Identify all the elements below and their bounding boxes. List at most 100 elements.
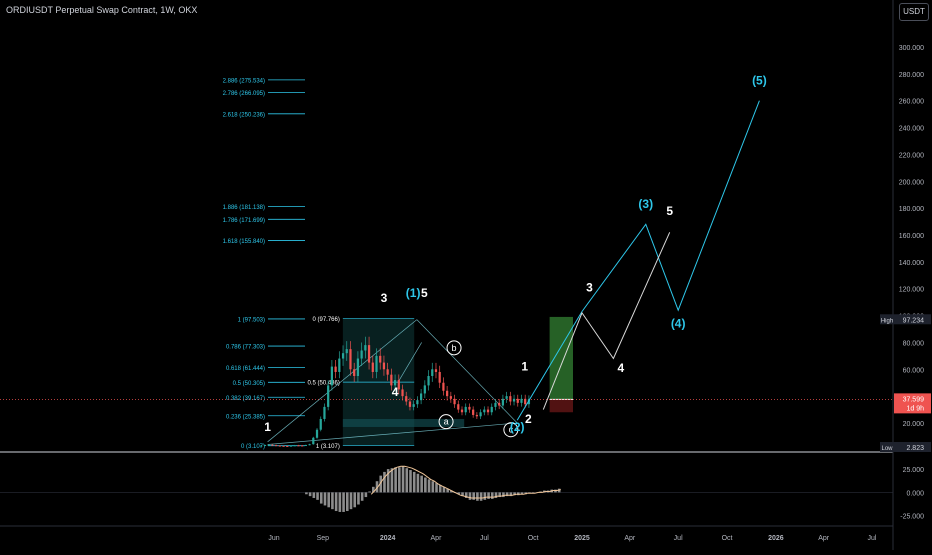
currency-button[interactable]: USDT [899,3,929,21]
trend-line [267,319,418,443]
wave-label: a [444,417,449,427]
candle [297,444,300,447]
macd-histogram-bar [338,492,342,512]
macd-histogram-bar [476,492,479,501]
candle [390,368,393,391]
candle [397,374,400,395]
candle-body [353,369,356,376]
candle-body [453,398,456,405]
price-tick-label: 220.000 [899,152,924,159]
candle-body [301,445,304,447]
candle [304,444,307,447]
fib-level-label: 0 (3.107) [241,444,265,450]
candle [427,370,430,391]
candle-body [498,402,501,406]
candle [483,406,486,416]
retracement-label: 0 (97.766) [313,317,340,323]
price-tick-label: 200.000 [899,179,924,186]
low-tag-label: Low [881,446,893,452]
time-tick-label: Sep [317,535,330,542]
candle-body [334,366,337,372]
time-tick-label: Apr [818,535,830,542]
candle [449,391,452,403]
candle [364,336,367,359]
macd-histogram-bar [468,492,472,500]
wave-label: 5 [666,204,673,218]
candle [431,362,434,382]
candle [464,403,467,416]
candle-body [312,437,315,445]
low-badge-bg [894,442,931,452]
candle-body [509,396,512,402]
candle-body [304,445,307,447]
candle-body [468,406,471,410]
candle-body [475,414,478,417]
candle [457,400,460,413]
candle [442,377,445,396]
candle-body [460,409,464,413]
fib-level-label: 0.382 (39.167) [226,396,265,402]
macd-histogram-bar [383,471,386,493]
macd-tick-label: 25.000 [903,467,925,474]
time-tick-label: 2026 [768,535,784,542]
chart-title: ORDIUSDT Perpetual Swap Contract, 1W, OK… [6,5,198,15]
current-price-badge-bg [894,393,931,414]
candle [498,399,501,410]
candle-body [371,362,374,372]
macd-histogram-bar [424,477,427,493]
candle-body [520,398,523,403]
candle [278,445,281,447]
trend-line [397,342,422,383]
candle-body [297,445,300,447]
macd-histogram-bar [375,481,379,493]
macd-histogram-bar [520,492,524,495]
macd-histogram-bar [420,475,423,493]
time-tick-label: Oct [528,535,539,542]
macd-histogram-bar [446,488,449,493]
macd-histogram-bar [394,467,397,493]
macd-histogram-bar [316,492,319,500]
candle [312,436,315,445]
macd-histogram-bar [505,492,509,497]
wave-label: (1) [406,286,421,300]
price-tick-label: 260.000 [899,99,924,106]
candle-body [405,396,408,402]
macd-histogram-bar [319,492,323,504]
candle [419,388,423,405]
wave-label: 1 [264,420,271,434]
high-badge-value: 97.234 [903,317,925,324]
candle-body [419,393,423,401]
macd-histogram-bar [379,475,383,493]
candle [382,355,386,376]
macd-histogram-bar [483,492,487,500]
candle [401,384,404,401]
candle [319,416,322,432]
wave-label: 5 [421,286,428,300]
candle-body [289,445,293,447]
wave-circle [446,340,462,356]
candle [446,386,449,401]
candle [323,403,326,422]
macd-histogram-bar [472,492,475,500]
macd-histogram-bar [405,468,409,493]
fib-level-label: 0.786 (77.303) [226,345,265,351]
candle-body [408,401,412,407]
candle [286,445,289,447]
wave-label: b [452,343,457,353]
candle [330,359,334,391]
candle-body [512,398,516,402]
macd-tick-label: 0.000 [906,490,924,497]
wave-label: (5) [752,74,767,88]
candle [356,351,360,382]
macd-histogram-bar [386,469,390,493]
candle [412,400,415,411]
retracement-label: 0.5 (50.436) [308,381,340,387]
candle [475,412,478,419]
high-badge-bg [894,314,931,325]
low-badge-value: 2.823 [906,445,924,452]
fib-level-label: 2.786 (266.095) [223,91,265,97]
macd-histogram-bar [345,492,349,512]
wave-label: (4) [671,317,686,331]
candle-body [349,349,352,370]
